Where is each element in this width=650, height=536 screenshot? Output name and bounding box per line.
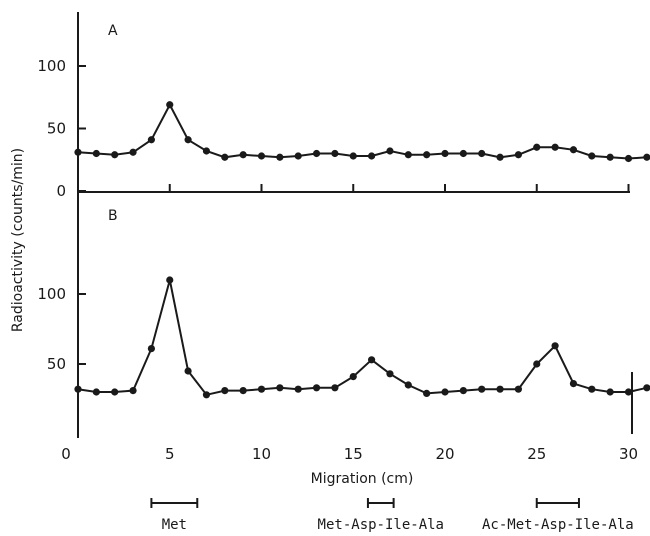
y-axis-title: Radioactivity (counts/min) [10,148,26,332]
data-point [294,385,302,393]
data-point [404,151,412,159]
x-tick-label: 10 [252,445,271,463]
y-tick-label: 50 [47,120,66,138]
data-point [588,152,596,160]
x-tick-label: 30 [619,445,638,463]
data-point [478,385,486,393]
data-point [111,388,119,396]
migration-markers: Met Met-Asp-Ile-Ala Ac-Met-Asp-Ile-Ala [150,498,634,533]
data-point [368,152,376,160]
data-point [129,387,137,395]
y-tick-label: 100 [37,57,66,75]
data-point [368,356,376,364]
data-point [423,389,431,397]
marker-label: Ac-Met-Asp-Ile-Ala [482,517,634,533]
data-point [312,149,321,158]
marker-label: Met-Asp-Ile-Ala [318,517,444,533]
data-point [92,149,100,158]
data-point [129,148,137,156]
data-point [257,385,266,393]
data-point [533,360,541,368]
marker-label: Met [162,517,187,533]
panel-label: A [108,23,118,39]
data-point [459,149,467,158]
data-point [514,151,523,159]
x-tick-label: 0 [61,445,71,463]
data-point [606,153,614,161]
data-point [441,388,449,396]
data-point [221,387,229,395]
data-point [221,153,229,161]
data-point [533,143,541,151]
data-point [202,391,211,399]
series-line-b [77,279,648,396]
panel-label: B [108,208,118,224]
data-point [606,388,614,396]
data-point [478,149,486,158]
data-point [331,384,339,392]
y-tick-label: 100 [37,285,66,303]
x-tick-label: 15 [344,445,363,463]
data-point [74,148,82,156]
data-point [551,342,559,350]
data-point [386,147,394,155]
data-point [276,153,284,161]
data-point [239,387,247,395]
data-point [202,147,211,155]
x-axis-title: Migration (cm) [311,471,414,487]
data-point [496,153,504,161]
data-point [74,385,82,393]
x-tick-label: 5 [165,445,175,463]
data-point [166,276,174,284]
data-point [643,153,650,161]
data-point [569,146,578,154]
data-point [184,367,192,375]
labels-layer: 0 50 100 A 50 100 B 0 5 10 15 20 25 30 Radioactivity (… [10,23,638,487]
x-tick-label: 25 [527,445,546,463]
data-point [551,143,559,151]
data-point [624,388,633,396]
data-point [643,384,650,392]
data-point [349,152,357,160]
data-point [386,370,394,378]
data-point [184,136,192,144]
data-point [588,385,596,393]
data-point [514,385,523,393]
series-layer [74,101,650,399]
data-point [257,152,266,160]
axes-layer [77,12,633,438]
data-point [239,151,247,159]
data-point [331,149,339,158]
data-point [276,384,284,392]
data-point [441,149,449,158]
data-point [624,154,633,163]
data-point [147,136,155,144]
data-point [166,101,174,109]
data-point [459,387,467,395]
data-point [349,373,357,381]
data-point [496,385,504,393]
data-point [312,384,321,392]
data-point [404,381,412,389]
data-point [111,151,119,159]
data-point [92,388,100,396]
data-point [294,152,302,160]
y-tick-label: 50 [47,355,66,373]
data-point [423,151,431,159]
series-line-a [77,102,647,160]
y-tick-label: 0 [56,182,66,200]
data-point [569,380,578,388]
x-tick-label: 20 [435,445,454,463]
data-point [147,345,155,353]
